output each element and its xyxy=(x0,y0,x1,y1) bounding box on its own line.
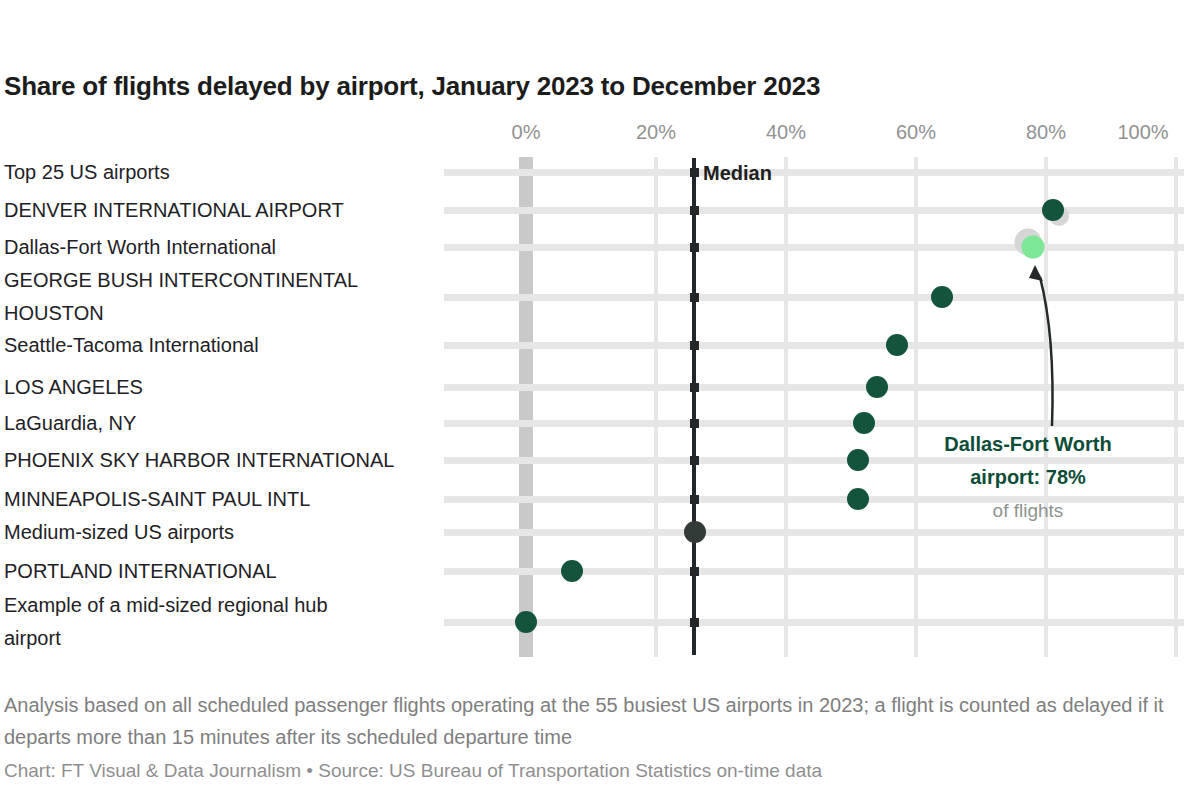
x-tick-label: 80% xyxy=(1026,121,1066,144)
group-header-label: Medium-sized US airports xyxy=(4,516,440,549)
row-gridline xyxy=(444,420,1184,427)
median-line-notch xyxy=(690,341,699,350)
vertical-gridline xyxy=(1174,157,1178,657)
group-header-label: Top 25 US airports xyxy=(4,156,440,189)
category-label: PORTLAND INTERNATIONAL xyxy=(4,555,440,588)
median-line xyxy=(692,158,696,655)
median-line-notch xyxy=(690,168,699,177)
row-gridline xyxy=(444,568,1184,575)
value-dot xyxy=(853,412,875,434)
category-label: Seattle-Tacoma International xyxy=(4,329,440,362)
value-dot xyxy=(561,560,583,582)
annotation-note: of flights xyxy=(908,494,1148,527)
row-gridline xyxy=(444,207,1184,214)
median-line-notch xyxy=(690,293,699,302)
median-group-dot xyxy=(684,521,706,543)
row-gridline xyxy=(444,342,1184,349)
median-line-notch xyxy=(690,419,699,428)
value-dot xyxy=(847,488,869,510)
annotation-line-2: airport: 78% xyxy=(908,461,1148,494)
footnote-line-2: departs more than 15 minutes after its s… xyxy=(4,726,572,749)
value-dot xyxy=(515,611,537,633)
x-tick-label: 20% xyxy=(636,121,676,144)
median-line-notch xyxy=(690,243,699,252)
row-gridline xyxy=(444,619,1184,626)
value-dot xyxy=(1042,199,1064,221)
value-dot xyxy=(866,376,888,398)
vertical-gridline xyxy=(784,157,788,657)
footnote-line-1: Analysis based on all scheduled passenge… xyxy=(4,694,1164,717)
highlighted-dot xyxy=(1022,236,1045,259)
vertical-gridline xyxy=(914,157,918,657)
vertical-gridline xyxy=(654,157,658,657)
x-tick-label: 0% xyxy=(512,121,541,144)
median-line-notch xyxy=(690,567,699,576)
category-label: LOS ANGELES xyxy=(4,371,440,404)
category-label: LaGuardia, NY xyxy=(4,407,440,440)
category-label: PHOENIX SKY HARBOR INTERNATIONAL xyxy=(4,444,440,477)
category-label: DENVER INTERNATIONAL AIRPORT xyxy=(4,194,440,227)
row-gridline xyxy=(444,244,1184,251)
category-label: Example of a mid-sized regional hubairpo… xyxy=(4,589,440,655)
row-gridline xyxy=(444,169,1184,176)
row-gridline xyxy=(444,294,1184,301)
x-tick-label: 40% xyxy=(766,121,806,144)
median-label: Median xyxy=(703,162,772,185)
category-label: MINNEAPOLIS-SAINT PAUL INTL xyxy=(4,483,440,516)
median-line-notch xyxy=(690,383,699,392)
zero-axis-bar xyxy=(519,157,533,657)
chart-title: Share of flights delayed by airport, Jan… xyxy=(4,71,820,102)
category-label: Dallas-Fort Worth International xyxy=(4,231,440,264)
credit-line: Chart: FT Visual & Data Journalism • Sou… xyxy=(4,760,822,782)
row-gridline xyxy=(444,529,1184,536)
annotation-line-1: Dallas-Fort Worth xyxy=(908,428,1148,461)
median-line-notch xyxy=(690,618,699,627)
median-line-notch xyxy=(690,206,699,215)
chart-figure: Share of flights delayed by airport, Jan… xyxy=(0,0,1184,788)
x-tick-label: 60% xyxy=(896,121,936,144)
x-tick-label: 100% xyxy=(1117,121,1168,144)
median-line-notch xyxy=(690,495,699,504)
value-dot xyxy=(847,449,869,471)
annotation: Dallas-Fort Worthairport: 78%of flights xyxy=(908,428,1148,527)
row-gridline xyxy=(444,384,1184,391)
category-label: GEORGE BUSH INTERCONTINENTALHOUSTON xyxy=(4,264,440,330)
value-dot xyxy=(931,286,953,308)
median-line-notch xyxy=(690,456,699,465)
value-dot xyxy=(886,334,908,356)
vertical-gridline xyxy=(1044,157,1048,657)
